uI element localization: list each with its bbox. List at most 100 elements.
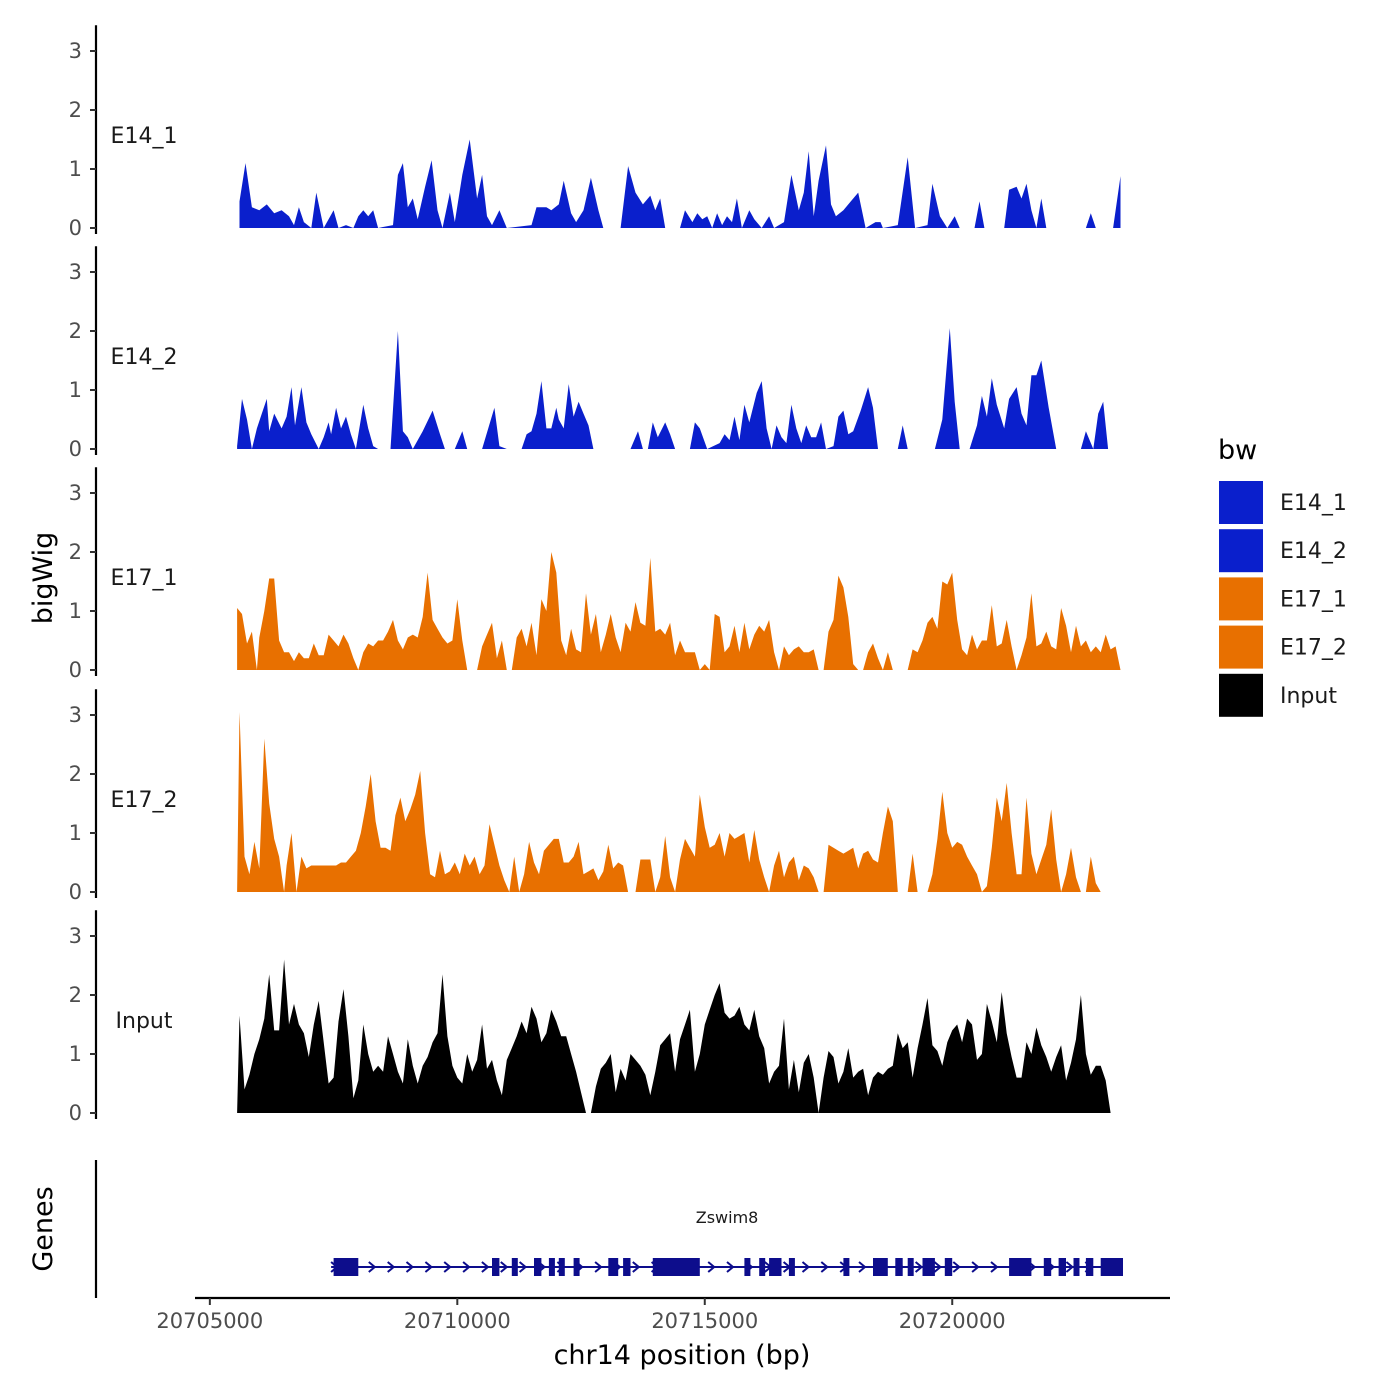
- strand-arrow: [1065, 1261, 1074, 1273]
- y-tick-label: 0: [69, 216, 82, 240]
- y-tick-label: 1: [69, 157, 82, 181]
- y-tick-label: 3: [69, 260, 82, 284]
- strand-arrow: [443, 1261, 452, 1273]
- gene-name-label: Zswim8: [696, 1208, 759, 1227]
- exon-block: [907, 1258, 914, 1276]
- y-tick-label: 1: [69, 378, 82, 402]
- y-tick-label: 2: [69, 762, 82, 786]
- y-tick-label: 3: [69, 39, 82, 63]
- x-tick-label: 20720000: [899, 1309, 1006, 1333]
- strand-arrow: [594, 1261, 603, 1273]
- legend-key-swatch: [1219, 625, 1263, 669]
- exon-block: [623, 1258, 631, 1276]
- legend-key-swatch: [1219, 529, 1263, 573]
- exon-block: [1043, 1258, 1052, 1276]
- strand-arrow: [500, 1261, 509, 1273]
- exon-block: [922, 1258, 935, 1276]
- y-tick-label: 1: [69, 821, 82, 845]
- legend-entry-label: E14_1: [1280, 491, 1347, 516]
- coverage-tracks: 0 1 2 3 E14_1 0 1 2 3 E14_2 0 1 2 3 E17_1 0 1 2 3 E17_2 0 1 2 3…: [69, 25, 1121, 1125]
- track-input: 0 1 2 3 Input: [69, 910, 1111, 1125]
- strand-arrow: [914, 1261, 924, 1273]
- exon-block: [1009, 1258, 1032, 1276]
- y-axis-title: bigWig: [28, 532, 59, 625]
- strand-arrow: [632, 1261, 641, 1273]
- exon-block: [944, 1258, 953, 1276]
- legend-key-swatch: [1219, 577, 1263, 621]
- exon-block: [492, 1258, 500, 1276]
- track-label: E17_1: [111, 566, 178, 591]
- exon-block: [1073, 1258, 1080, 1276]
- strand-arrow: [801, 1261, 811, 1273]
- exon-block: [759, 1258, 766, 1276]
- exon-block: [1085, 1258, 1094, 1276]
- exon-block: [652, 1258, 700, 1276]
- y-tick-label: 1: [69, 1042, 82, 1066]
- strand-arrow: [820, 1261, 829, 1273]
- strand-arrow: [368, 1261, 377, 1273]
- exon-block: [769, 1258, 782, 1276]
- x-tick-label: 20715000: [651, 1309, 758, 1333]
- exon-block: [895, 1258, 903, 1276]
- gene-track: Zswim8: [94, 1160, 1123, 1298]
- track-e17-2: 0 1 2 3 E17_2: [69, 689, 1101, 904]
- legend-title: bw: [1218, 435, 1257, 466]
- legend-key-swatch: [1219, 481, 1263, 524]
- strand-arrow: [726, 1261, 735, 1273]
- track-label: E14_1: [111, 124, 178, 149]
- exon-block: [548, 1258, 555, 1276]
- y-tick-label: 0: [69, 1101, 82, 1125]
- y-tick-label: 2: [69, 983, 82, 1007]
- coverage-area: [237, 959, 1111, 1113]
- exon-block: [534, 1258, 542, 1276]
- exon-block: [843, 1258, 850, 1276]
- y-tick-label: 3: [69, 703, 82, 727]
- x-tick-label: 20710000: [404, 1309, 511, 1333]
- y-tick-label: 0: [69, 880, 82, 904]
- exon-block: [1100, 1258, 1123, 1276]
- x-axis: 20705000 20710000 20715000 20720000: [156, 1296, 1170, 1333]
- legend-entry-label: Input: [1280, 684, 1337, 709]
- y-tick-label: 2: [69, 319, 82, 343]
- y-tick-label: 2: [69, 540, 82, 564]
- strand-arrow: [481, 1261, 490, 1273]
- track-e17-1: 0 1 2 3 E17_1: [69, 467, 1121, 682]
- gene-exons: [333, 1258, 1123, 1276]
- track-e14-1: 0 1 2 3 E14_1: [69, 25, 1121, 240]
- strand-arrow: [858, 1261, 867, 1273]
- exon-block: [744, 1258, 751, 1276]
- track-e14-2: 0 1 2 3 E14_2: [69, 246, 1109, 461]
- track-label: E14_2: [111, 345, 178, 370]
- strand-arrow: [424, 1261, 433, 1273]
- exon-block: [608, 1258, 619, 1276]
- y-tick-label: 2: [69, 98, 82, 122]
- strand-arrow: [933, 1261, 942, 1273]
- y-tick-label: 3: [69, 924, 82, 948]
- strand-arrow: [405, 1261, 415, 1273]
- strand-arrow: [952, 1261, 961, 1273]
- coverage-area: [237, 552, 1121, 670]
- strand-arrow: [462, 1261, 471, 1273]
- x-tick-label: 20705000: [156, 1309, 263, 1333]
- exon-block: [558, 1258, 565, 1276]
- strand-arrow: [387, 1261, 396, 1273]
- legend-entry-label: E14_2: [1280, 539, 1347, 564]
- y-tick-label: 0: [69, 437, 82, 461]
- legend: bw E14_1 E14_2 E17_1 E17_2 Input: [1218, 435, 1347, 717]
- strand-arrow: [990, 1261, 999, 1273]
- track-label: Input: [116, 1009, 173, 1034]
- y-tick-label: 1: [69, 599, 82, 623]
- legend-key-swatch: [1219, 673, 1263, 717]
- y-tick-label: 3: [69, 481, 82, 505]
- exon-block: [788, 1258, 795, 1276]
- exon-block: [573, 1258, 580, 1276]
- track-label: E17_2: [111, 788, 178, 813]
- genes-axis-title: Genes: [28, 1186, 59, 1271]
- exon-block: [873, 1258, 888, 1276]
- strand-arrow: [707, 1261, 716, 1273]
- x-axis-title: chr14 position (bp): [554, 1340, 811, 1371]
- strand-arrow: [971, 1261, 980, 1273]
- y-tick-label: 0: [69, 658, 82, 682]
- coverage-area: [237, 712, 1101, 892]
